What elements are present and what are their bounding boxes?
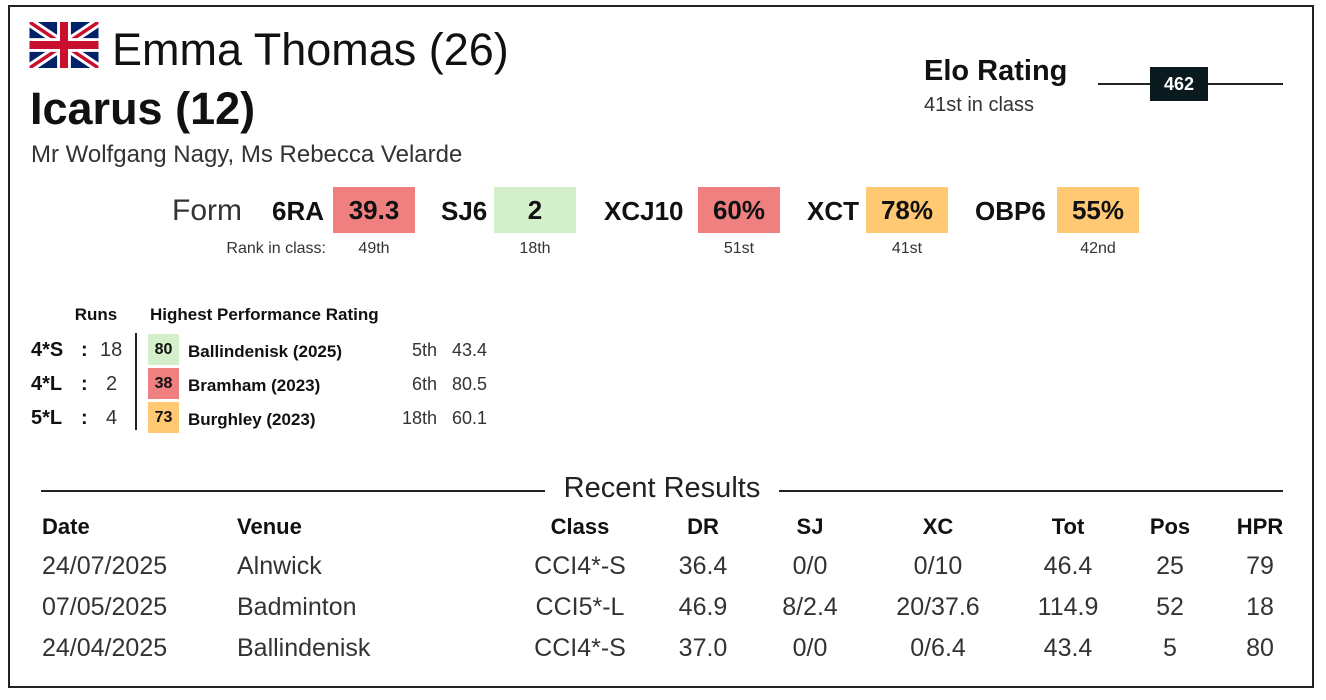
result-cell: 24/04/2025 xyxy=(42,634,168,662)
result-cell: 79 xyxy=(1246,552,1274,580)
result-cell: 36.4 xyxy=(678,552,728,580)
form-value: 78% xyxy=(866,187,948,233)
result-cell: CCI4*-S xyxy=(534,634,626,662)
results-rule xyxy=(41,490,545,492)
result-cell: 0/0 xyxy=(792,634,828,662)
result-cell: 37.0 xyxy=(678,634,728,662)
column-header: Pos xyxy=(1149,514,1191,539)
hpr-header: Highest Performance Rating xyxy=(150,305,379,324)
result-cell: CCI5*-L xyxy=(535,593,625,621)
column-header: Class xyxy=(550,514,610,539)
result-cell: Alnwick xyxy=(237,552,322,580)
elo-rank: 41st in class xyxy=(924,94,1035,116)
form-rank: 42nd xyxy=(1080,240,1116,257)
results-title: Recent Results xyxy=(563,472,761,504)
form-rank: 41st xyxy=(891,240,923,257)
result-cell: 52 xyxy=(1156,593,1184,621)
runs-count: 4 xyxy=(106,407,118,429)
form-rank: 49th xyxy=(358,240,390,257)
separator: : xyxy=(81,373,88,395)
column-header: SJ xyxy=(796,514,824,539)
form-metric: OBP6 xyxy=(975,196,1046,226)
result-cell: 5 xyxy=(1163,634,1177,662)
form-value: 39.3 xyxy=(333,187,415,233)
level: 5*L xyxy=(31,407,63,429)
separator: : xyxy=(81,407,88,429)
result-cell: Ballindenisk xyxy=(237,634,371,662)
event: Burghley (2023) xyxy=(188,410,316,429)
form-metric: XCT xyxy=(807,196,859,226)
result-cell: 114.9 xyxy=(1037,593,1099,621)
level: 4*S xyxy=(31,339,64,361)
runs-count: 18 xyxy=(100,339,123,361)
form-rank: 51st xyxy=(723,240,755,257)
result-cell: 20/37.6 xyxy=(896,593,980,621)
elo-title: Elo Rating xyxy=(924,55,1068,87)
event-position: 18th xyxy=(401,408,437,428)
result-cell: 0/10 xyxy=(913,552,963,580)
result-cell: 0/0 xyxy=(792,552,828,580)
form-metric: XCJ10 xyxy=(604,196,684,226)
rank-label: Rank in class: xyxy=(226,240,326,257)
result-cell: CCI4*-S xyxy=(534,552,626,580)
form-rank: 18th xyxy=(519,240,551,257)
form-metric: SJ6 xyxy=(441,196,488,226)
form-value: 55% xyxy=(1057,187,1139,233)
column-header: XC xyxy=(922,514,954,539)
horse-name: Icarus (12) xyxy=(30,83,256,134)
runs-header: Runs xyxy=(74,305,118,324)
result-cell: 07/05/2025 xyxy=(42,593,168,621)
owners: Mr Wolfgang Nagy, Ms Rebecca Velarde xyxy=(31,141,463,168)
level: 4*L xyxy=(31,373,63,395)
separator: : xyxy=(81,339,88,361)
event-score: 43.4 xyxy=(452,340,488,360)
event-position: 5th xyxy=(411,340,437,360)
column-header: HPR xyxy=(1236,514,1284,539)
flag xyxy=(29,22,99,68)
form-value: 2 xyxy=(494,187,576,233)
column-header: Venue xyxy=(237,514,302,539)
hpr-badge: 38 xyxy=(148,368,179,399)
event: Bramham (2023) xyxy=(188,376,321,395)
result-cell: 80 xyxy=(1246,634,1274,662)
event-position: 6th xyxy=(411,374,437,394)
runs-divider xyxy=(135,333,137,430)
result-cell: Badminton xyxy=(237,593,357,621)
column-header: DR xyxy=(687,514,719,539)
result-cell: 18 xyxy=(1246,593,1274,621)
result-cell: 24/07/2025 xyxy=(42,552,168,580)
result-cell: 46.9 xyxy=(678,593,728,621)
form-metric: 6RA xyxy=(272,196,325,226)
elo-value: 462 xyxy=(1150,67,1208,101)
hpr-badge: 73 xyxy=(148,402,179,433)
event-score: 60.1 xyxy=(452,408,488,428)
results-rule xyxy=(779,490,1283,492)
hpr-badge: 80 xyxy=(148,334,179,365)
event-score: 80.5 xyxy=(452,374,488,394)
form-value: 60% xyxy=(698,187,780,233)
result-cell: 0/6.4 xyxy=(910,634,966,662)
result-cell: 8/2.4 xyxy=(782,593,838,621)
rider-card xyxy=(8,5,1314,688)
rider-name: Emma Thomas (26) xyxy=(112,24,509,75)
column-header: Tot xyxy=(1051,514,1085,539)
column-header: Date xyxy=(42,514,90,539)
result-cell: 25 xyxy=(1156,552,1184,580)
result-cell: 46.4 xyxy=(1043,552,1093,580)
result-cell: 43.4 xyxy=(1043,634,1093,662)
event: Ballindenisk (2025) xyxy=(188,342,343,361)
runs-count: 2 xyxy=(106,373,118,395)
form-label: Form xyxy=(172,194,242,227)
